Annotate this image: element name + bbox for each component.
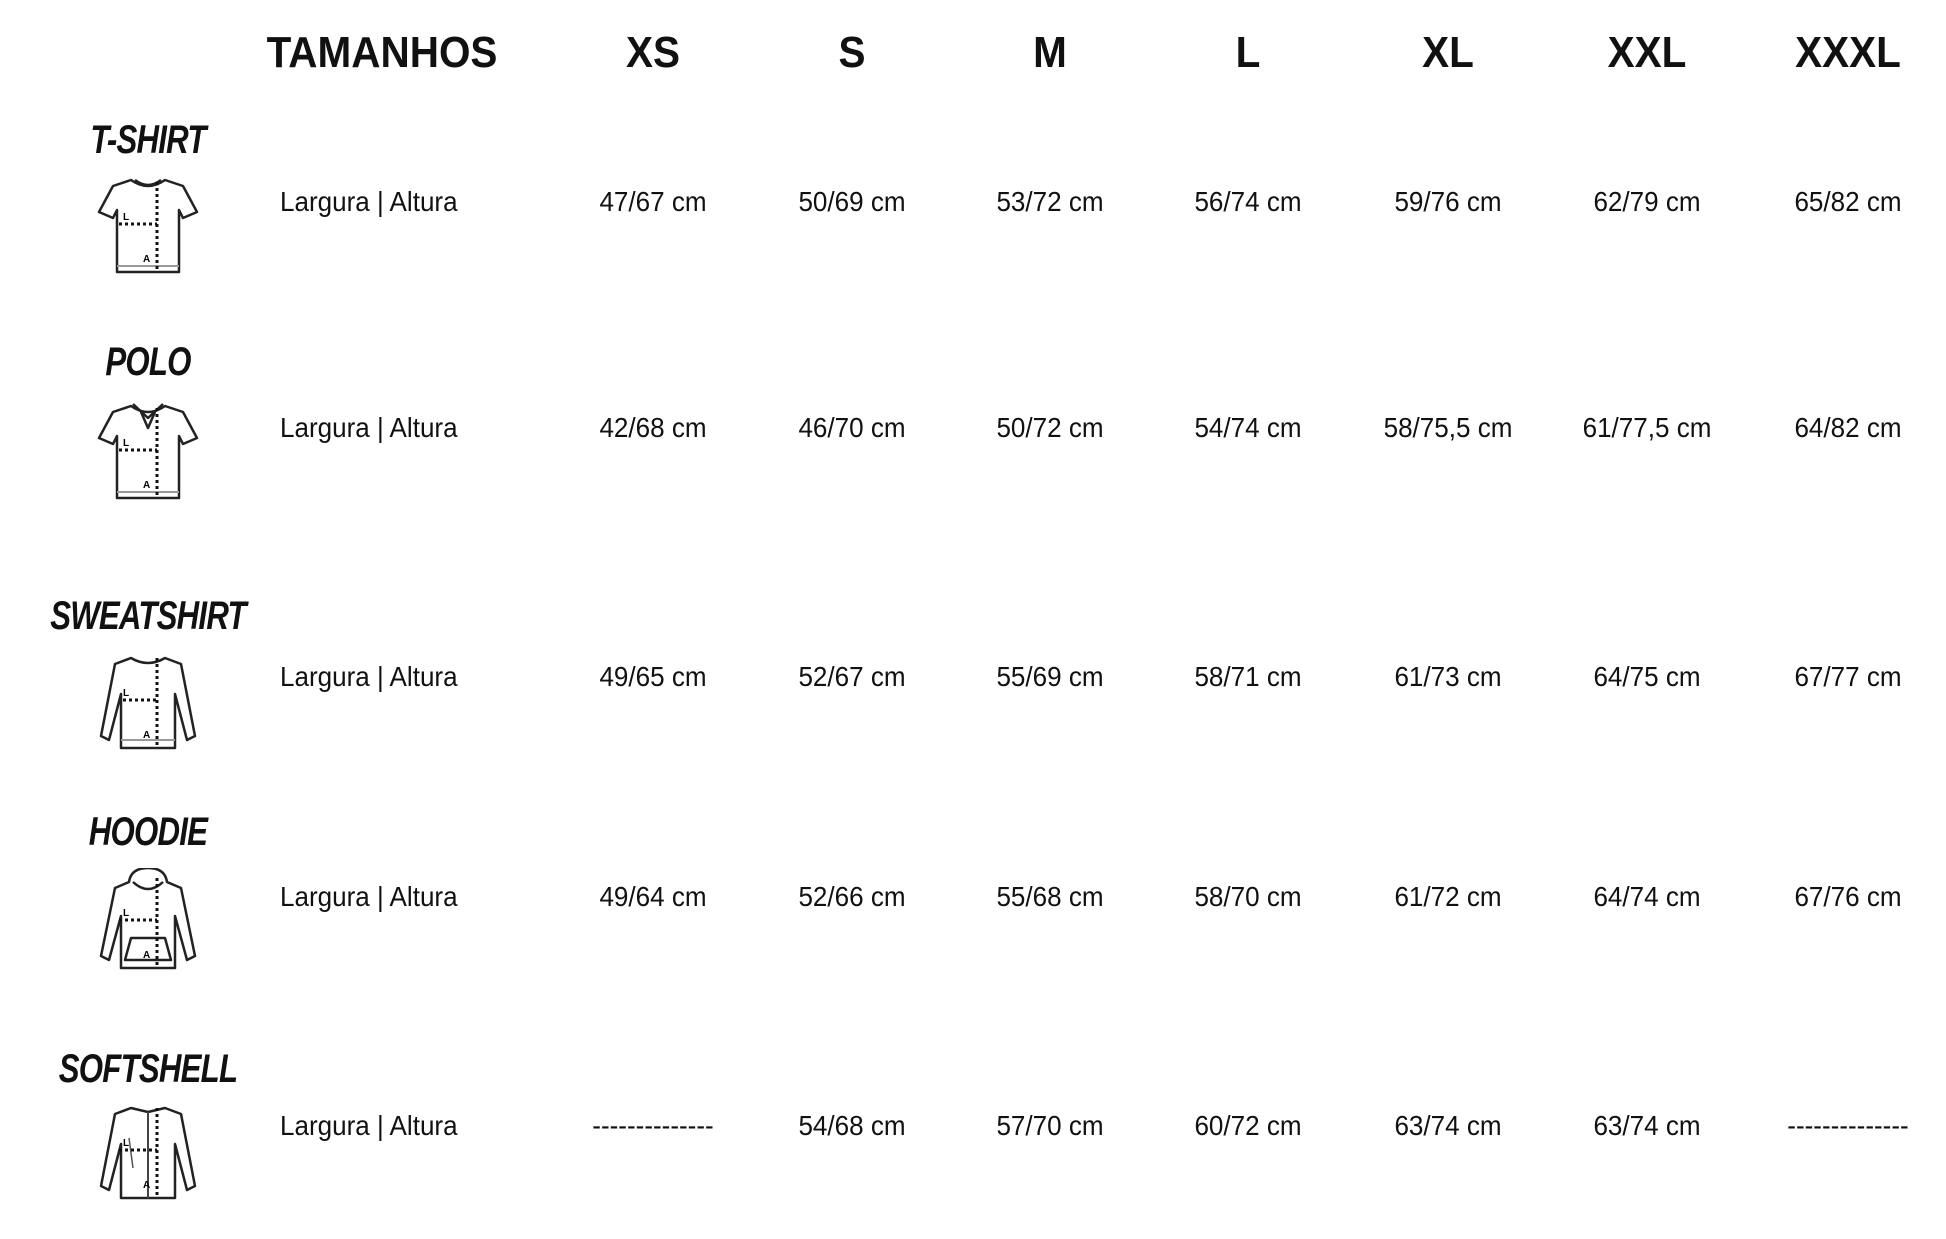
header-size-s: S <box>838 28 866 77</box>
size-value-xxxl: 65/82 cm <box>1794 186 1902 217</box>
product-name: SOFTSHELL <box>58 1047 238 1091</box>
size-value-xs: -------------- <box>592 1110 714 1141</box>
hoodie-icon: L A <box>93 866 203 978</box>
header-size-xxl: XXL <box>1607 28 1687 77</box>
size-value-xs: 47/67 cm <box>599 186 707 217</box>
size-value-xxl: 62/79 cm <box>1593 186 1701 217</box>
size-value-xl: 59/76 cm <box>1394 186 1502 217</box>
svg-text:A: A <box>143 950 150 961</box>
measure-label: Largura | Altura <box>280 661 458 692</box>
size-value-xxxl: 67/77 cm <box>1794 661 1902 692</box>
sweatshirt-icon: L A <box>93 648 203 758</box>
size-value-xxxl: 64/82 cm <box>1794 412 1902 443</box>
size-value-xl: 61/72 cm <box>1394 881 1502 912</box>
header-size-xs: XS <box>625 28 681 77</box>
measure-label: Largura | Altura <box>280 881 458 912</box>
size-value-s: 52/67 cm <box>798 661 906 692</box>
size-value-m: 53/72 cm <box>996 186 1104 217</box>
header-sizes-label: TAMANHOS <box>266 28 498 77</box>
product-name: T-SHIRT <box>90 118 206 162</box>
product-name: HOODIE <box>88 810 208 854</box>
svg-text:L: L <box>123 688 129 699</box>
svg-text:L: L <box>123 212 129 223</box>
svg-text:A: A <box>143 1180 150 1191</box>
size-value-xs: 49/64 cm <box>599 881 707 912</box>
size-value-m: 50/72 cm <box>996 412 1104 443</box>
size-value-s: 50/69 cm <box>798 186 906 217</box>
header-size-m: M <box>1033 28 1067 77</box>
size-value-s: 52/66 cm <box>798 881 906 912</box>
size-value-l: 54/74 cm <box>1194 412 1302 443</box>
softshell-icon: L A <box>93 1098 203 1208</box>
size-value-xxl: 64/74 cm <box>1593 881 1701 912</box>
product-name: POLO <box>105 340 191 384</box>
svg-text:L: L <box>123 1138 129 1149</box>
size-value-l: 56/74 cm <box>1194 186 1302 217</box>
size-value-l: 58/70 cm <box>1194 881 1302 912</box>
header-size-xxxl: XXXL <box>1795 28 1901 77</box>
size-value-s: 46/70 cm <box>798 412 906 443</box>
svg-text:A: A <box>143 254 150 265</box>
size-value-l: 60/72 cm <box>1194 1110 1302 1141</box>
size-value-xxxl: -------------- <box>1787 1110 1909 1141</box>
svg-text:A: A <box>143 730 150 741</box>
measure-label: Largura | Altura <box>280 186 458 217</box>
header-size-xl: XL <box>1422 28 1474 77</box>
size-value-xxl: 61/77,5 cm <box>1582 412 1712 443</box>
size-value-xl: 58/75,5 cm <box>1383 412 1513 443</box>
product-name: SWEATSHIRT <box>50 594 246 638</box>
size-value-xl: 61/73 cm <box>1394 661 1502 692</box>
svg-text:L: L <box>123 908 129 919</box>
measure-label: Largura | Altura <box>280 412 458 443</box>
polo-icon: L A <box>93 398 203 508</box>
size-value-s: 54/68 cm <box>798 1110 906 1141</box>
measure-label: Largura | Altura <box>280 1110 458 1141</box>
size-value-xxl: 64/75 cm <box>1593 661 1701 692</box>
tshirt-icon: L A <box>93 172 203 282</box>
size-value-xxl: 63/74 cm <box>1593 1110 1701 1141</box>
size-value-m: 57/70 cm <box>996 1110 1104 1141</box>
size-value-xxxl: 67/76 cm <box>1794 881 1902 912</box>
size-value-xl: 63/74 cm <box>1394 1110 1502 1141</box>
svg-text:A: A <box>143 480 150 491</box>
svg-text:L: L <box>123 438 129 449</box>
size-value-xs: 49/65 cm <box>599 661 707 692</box>
size-value-l: 58/71 cm <box>1194 661 1302 692</box>
size-value-m: 55/68 cm <box>996 881 1104 912</box>
size-value-xs: 42/68 cm <box>599 412 707 443</box>
size-value-m: 55/69 cm <box>996 661 1104 692</box>
header-size-l: L <box>1235 28 1261 77</box>
